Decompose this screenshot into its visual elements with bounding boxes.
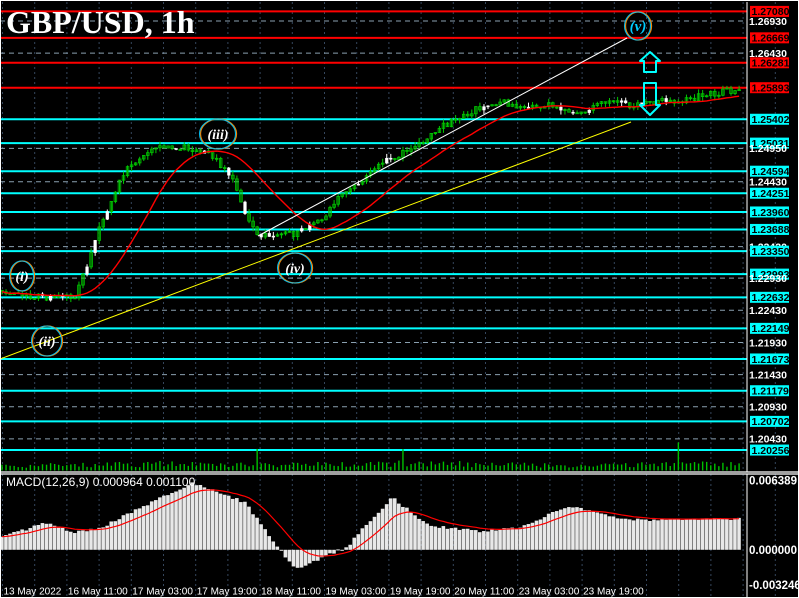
svg-text:1.20256: 1.20256	[752, 445, 790, 457]
svg-text:(i): (i)	[15, 270, 28, 285]
svg-text:1.26669: 1.26669	[752, 33, 790, 45]
svg-text:1.23350: 1.23350	[752, 246, 790, 258]
svg-text:1.21673: 1.21673	[752, 354, 790, 366]
svg-text:19 May 03:00: 19 May 03:00	[326, 587, 387, 598]
svg-text:(v): (v)	[630, 19, 647, 35]
svg-text:1.23960: 1.23960	[752, 207, 790, 219]
svg-text:1.24251: 1.24251	[752, 188, 790, 200]
svg-text:20 May 11:00: 20 May 11:00	[454, 587, 514, 598]
svg-text:(ii): (ii)	[38, 335, 55, 350]
svg-text:1.21430: 1.21430	[749, 369, 787, 381]
svg-text:1.22149: 1.22149	[752, 323, 790, 335]
svg-text:-0.003246: -0.003246	[749, 580, 799, 592]
svg-text:1.22930: 1.22930	[749, 273, 787, 285]
svg-text:1.22632: 1.22632	[752, 292, 790, 304]
svg-text:1.21179: 1.21179	[752, 386, 790, 398]
svg-text:23 May 03:00: 23 May 03:00	[519, 587, 580, 598]
svg-text:16 May 11:00: 16 May 11:00	[68, 587, 128, 598]
svg-text:1.24430: 1.24430	[749, 177, 787, 189]
svg-text:1.21930: 1.21930	[749, 337, 787, 349]
svg-text:MACD(12,26,9) 0.000964 0.00110: MACD(12,26,9) 0.000964 0.001100	[6, 475, 196, 489]
svg-text:0.006389: 0.006389	[749, 476, 797, 488]
svg-text:13 May 2022: 13 May 2022	[4, 587, 62, 598]
svg-text:1.26930: 1.26930	[749, 16, 787, 28]
svg-text:1.20930: 1.20930	[749, 402, 787, 414]
svg-text:(iii): (iii)	[208, 128, 229, 143]
svg-text:1.24950: 1.24950	[749, 143, 787, 155]
svg-text:17 May 03:00: 17 May 03:00	[132, 587, 193, 598]
svg-text:0.000000: 0.000000	[749, 545, 797, 557]
svg-text:19 May 19:00: 19 May 19:00	[390, 587, 451, 598]
svg-text:1.23688: 1.23688	[752, 224, 790, 236]
svg-text:1.26281: 1.26281	[752, 58, 790, 70]
svg-text:GBP/USD, 1h: GBP/USD, 1h	[6, 4, 195, 40]
svg-text:17 May 19:00: 17 May 19:00	[197, 587, 258, 598]
svg-text:1.20702: 1.20702	[752, 416, 790, 428]
svg-text:1.22430: 1.22430	[749, 305, 787, 317]
svg-text:23 May 19:00: 23 May 19:00	[583, 587, 644, 598]
svg-text:1.25893: 1.25893	[752, 83, 790, 95]
svg-text:18 May 11:00: 18 May 11:00	[261, 587, 321, 598]
svg-text:(iv): (iv)	[285, 262, 304, 277]
svg-text:1.25402: 1.25402	[752, 114, 790, 126]
